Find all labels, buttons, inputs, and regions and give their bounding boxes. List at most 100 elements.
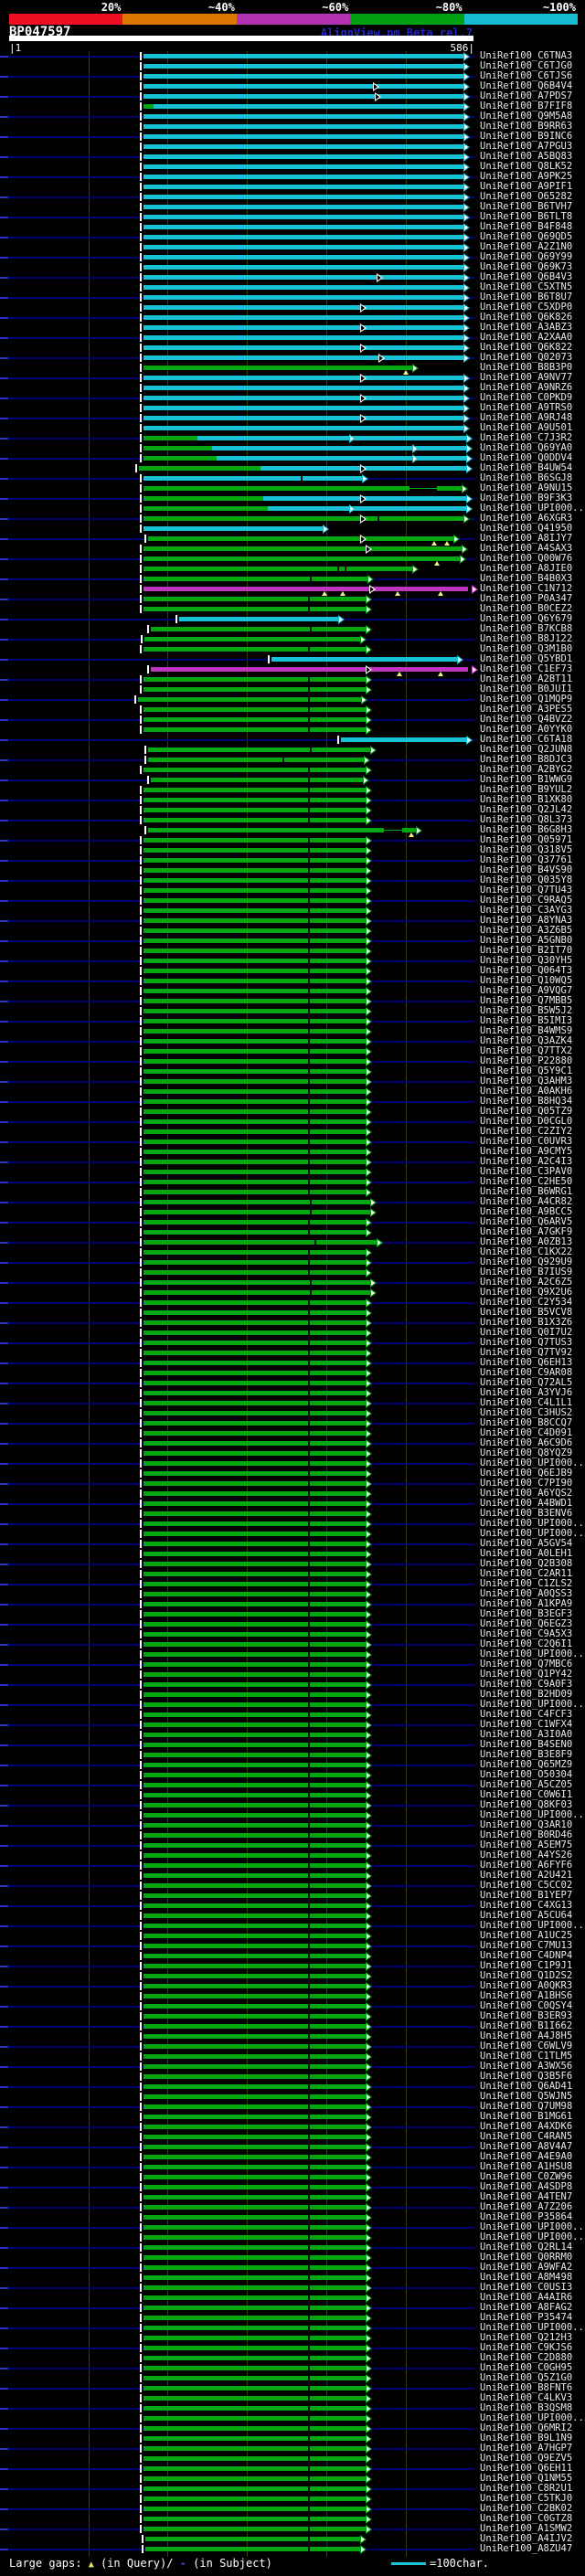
row-label[interactable]: UniRef100_Q7TU43 (480, 885, 573, 896)
alignment-bar-segment[interactable] (212, 446, 466, 451)
row-label[interactable]: UniRef100_A6XGR3 (480, 513, 573, 524)
row-label[interactable]: UniRef100_Q035Y8 (480, 875, 573, 885)
row-label[interactable]: UniRef100_P35864 (480, 2211, 573, 2222)
alignment-bar-segment[interactable] (144, 2456, 366, 2461)
row-label[interactable]: UniRef100_Q6B4V3 (480, 271, 573, 282)
row-label[interactable]: UniRef100_A4SDP8 (480, 2181, 573, 2192)
alignment-bar-segment[interactable] (144, 2175, 366, 2179)
row-label[interactable]: UniRef100_Q65MZ9 (480, 1759, 573, 1770)
alignment-bar-segment[interactable] (144, 2496, 366, 2501)
alignment-bar-segment[interactable] (144, 888, 366, 893)
alignment-bar-segment[interactable] (144, 607, 366, 611)
row-label[interactable]: UniRef100_C2ZIY2 (480, 1126, 573, 1137)
row-label[interactable]: UniRef100_Q6K822 (480, 342, 573, 353)
row-label[interactable]: UniRef100_C4L1L1 (480, 1397, 573, 1408)
alignment-bar-segment[interactable] (144, 1873, 366, 1878)
row-label[interactable]: UniRef100_A4BWD1 (480, 1498, 573, 1509)
alignment-bar-segment[interactable] (144, 677, 366, 682)
alignment-bar-segment[interactable] (144, 1984, 366, 1988)
alignment-bar-segment[interactable] (144, 938, 366, 943)
alignment-bar-segment[interactable] (144, 2285, 366, 2290)
row-label[interactable]: UniRef100_Q2B308 (480, 1558, 573, 1569)
alignment-bar-segment[interactable] (144, 134, 463, 139)
row-label[interactable]: UniRef100_A4IJV2 (480, 2533, 573, 2544)
alignment-bar-segment[interactable] (144, 456, 217, 461)
row-label[interactable]: UniRef100_C2Q6I1 (480, 1638, 573, 1649)
row-label[interactable]: UniRef100_A1UC25 (480, 1930, 573, 1941)
row-label[interactable]: UniRef100_C2AR11 (480, 1568, 573, 1579)
alignment-bar-segment[interactable] (144, 225, 463, 229)
row-label[interactable]: UniRef100_C5CC02 (480, 1880, 573, 1891)
row-label[interactable]: UniRef100_B1WWG9 (480, 774, 573, 785)
alignment-bar-segment[interactable] (144, 2396, 366, 2401)
row-label[interactable]: UniRef100_Q3AHM3 (480, 1076, 573, 1087)
row-label[interactable]: UniRef100_C2HE50 (480, 1176, 573, 1187)
row-label[interactable]: UniRef100_C1ZLS2 (480, 1578, 573, 1589)
alignment-bar-segment[interactable] (144, 1230, 366, 1235)
row-label[interactable]: UniRef100_D0CGL0 (480, 1116, 573, 1127)
row-label[interactable]: UniRef100_B3EGF3 (480, 1608, 573, 1619)
alignment-bar-segment[interactable] (144, 546, 462, 551)
alignment-bar-segment[interactable] (144, 1672, 366, 1677)
row-label[interactable]: UniRef100_A8JIE0 (480, 563, 573, 574)
row-label[interactable]: UniRef100_Q7UM98 (480, 2101, 573, 2112)
row-label[interactable]: UniRef100_B3ENV6 (480, 1508, 573, 1519)
alignment-bar-segment[interactable] (144, 2527, 366, 2531)
row-label[interactable]: UniRef100_A3PES5 (480, 704, 573, 715)
alignment-bar-segment[interactable] (144, 2104, 366, 2109)
row-label[interactable]: UniRef100_A9VQG7 (480, 985, 573, 996)
alignment-bar-segment[interactable] (144, 345, 463, 350)
alignment-bar-segment[interactable] (144, 2507, 366, 2511)
alignment-bar-segment[interactable] (144, 235, 463, 239)
row-label[interactable]: UniRef100_A9U501 (480, 422, 573, 433)
alignment-bar-segment[interactable] (144, 1320, 366, 1325)
alignment-bar-segment[interactable] (144, 969, 366, 973)
row-label[interactable]: UniRef100_UPI000.. (480, 2221, 584, 2232)
alignment-bar-segment[interactable] (144, 1391, 366, 1395)
row-label[interactable]: UniRef100_C2Y534 (480, 1297, 573, 1308)
row-label[interactable]: UniRef100_Q3B5F6 (480, 2071, 573, 2082)
row-label[interactable]: UniRef100_A2Z1N0 (480, 241, 573, 252)
alignment-bar-segment[interactable] (144, 215, 463, 219)
alignment-bar-segment[interactable] (144, 2084, 366, 2089)
alignment-bar-segment[interactable] (144, 2376, 366, 2380)
row-label[interactable]: UniRef100_C9RAQ5 (480, 895, 573, 906)
alignment-bar-segment[interactable] (144, 144, 463, 149)
row-label[interactable]: UniRef100_B8B3P0 (480, 362, 573, 373)
row-label[interactable]: UniRef100_A3WX56 (480, 2061, 573, 2072)
row-label[interactable]: UniRef100_C2BK02 (480, 2503, 573, 2514)
alignment-bar-segment[interactable] (144, 1160, 366, 1164)
row-label[interactable]: UniRef100_B7FIF8 (480, 101, 573, 111)
alignment-bar-segment[interactable] (144, 1481, 366, 1486)
alignment-bar-segment[interactable] (437, 486, 462, 491)
row-label[interactable]: UniRef100_Q69K73 (480, 261, 573, 272)
row-label[interactable]: UniRef100_B4UW54 (480, 462, 573, 473)
alignment-bar-segment[interactable] (144, 557, 460, 561)
alignment-bar-segment[interactable] (144, 1200, 370, 1204)
alignment-bar-segment[interactable] (144, 265, 463, 270)
row-label[interactable]: UniRef100_C8R2U1 (480, 2483, 573, 2494)
alignment-bar-segment[interactable] (144, 2125, 366, 2129)
alignment-bar-segment[interactable] (144, 1180, 366, 1184)
row-label[interactable]: UniRef100_Q3M1B0 (480, 643, 573, 654)
alignment-bar-segment[interactable] (144, 335, 463, 340)
alignment-bar-segment[interactable] (144, 2326, 366, 2330)
row-label[interactable]: UniRef100_Q05TZ9 (480, 1106, 573, 1117)
row-label[interactable]: UniRef100_Q0RRM0 (480, 2252, 573, 2263)
row-label[interactable]: UniRef100_C1TLM5 (480, 2051, 573, 2062)
alignment-bar-segment[interactable] (144, 1642, 366, 1647)
alignment-bar-segment[interactable] (144, 54, 463, 58)
row-label[interactable]: UniRef100_B8J122 (480, 633, 573, 644)
alignment-bar-segment[interactable] (144, 2436, 366, 2441)
row-label[interactable]: UniRef100_A0QSS3 (480, 1588, 573, 1599)
row-label[interactable]: UniRef100_B7IUS9 (480, 1267, 573, 1277)
alignment-bar-segment[interactable] (144, 1140, 366, 1144)
alignment-bar-segment[interactable] (144, 2275, 366, 2280)
alignment-bar-segment[interactable] (144, 587, 468, 591)
alignment-bar-segment[interactable] (144, 526, 323, 531)
row-label[interactable]: UniRef100_UPI000.. (480, 1809, 584, 1820)
alignment-bar-segment[interactable] (144, 1662, 366, 1667)
row-label[interactable]: UniRef100_Q7TUS3 (480, 1337, 573, 1348)
row-label[interactable]: UniRef100_Q9M5A8 (480, 111, 573, 122)
alignment-bar-segment[interactable] (144, 727, 366, 732)
